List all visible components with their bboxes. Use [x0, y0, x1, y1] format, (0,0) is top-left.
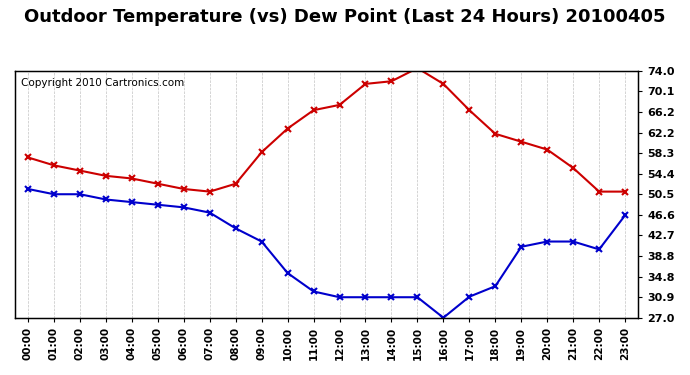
Text: Copyright 2010 Cartronics.com: Copyright 2010 Cartronics.com	[21, 78, 184, 88]
Text: Outdoor Temperature (vs) Dew Point (Last 24 Hours) 20100405: Outdoor Temperature (vs) Dew Point (Last…	[24, 8, 666, 26]
